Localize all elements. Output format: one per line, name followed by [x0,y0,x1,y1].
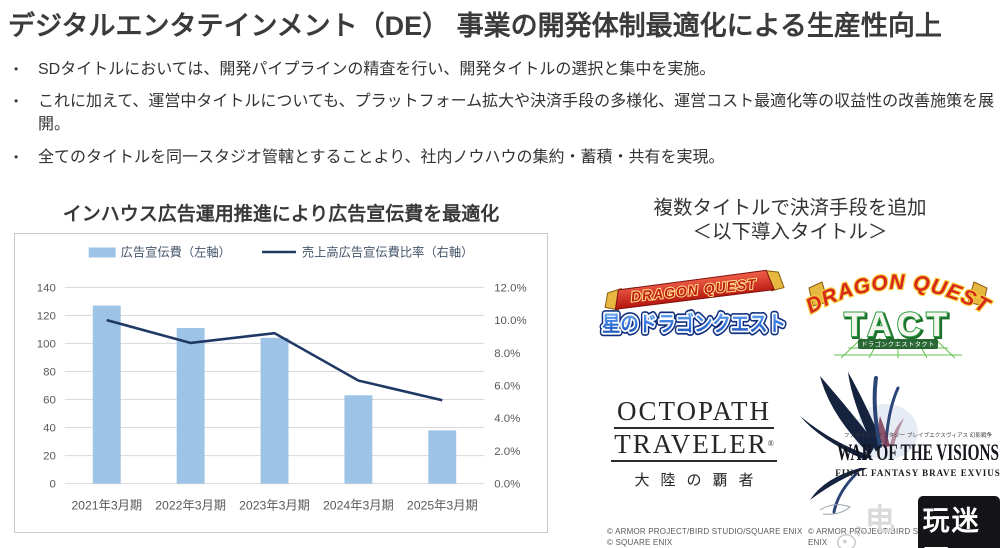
chart-container: 0 20 40 60 80 100 120 140 0.0% 2.0% 4.0% 6.0% 8.0% 10… [14,233,548,533]
bar-1 [176,328,205,484]
wotv-subtitle: FINAL FANTASY BRAVE EXVIUS [835,468,1000,478]
svg-text:12.0%: 12.0% [494,282,526,294]
svg-text:6.0%: 6.0% [494,380,520,392]
hoshi-dragon-quest-logo: DRAGON QUEST 星のドラゴンクエスト 星のドラゴンクエスト 星のドラゴ… [598,268,790,344]
traveler-text: TRAVELER [614,429,768,460]
tact-subtitle: ドラゴンクエストタクト [861,341,935,349]
svg-text:2023年3月期: 2023年3月期 [239,499,310,513]
svg-text:売上高広告宣伝費比率（右軸）: 売上高広告宣伝費比率（右軸） [302,244,473,259]
left-axis-labels: 0 20 40 60 80 100 120 140 [37,282,56,490]
slide-title: デジタルエンタテインメント（DE） 事業の開発体制最適化による生産性向上 [8,11,942,41]
bullet-item: • 全てのタイトルを同一スタジオ管轄とすることより、社内ノウハウの集約・蓄積・共… [14,146,996,169]
tact-ribbon-end-left [808,281,829,307]
hoshi-dq-title-white: 星のドラゴンクエスト [602,312,786,336]
hoshi-dragon-quest-logo-art: DRAGON QUEST 星のドラゴンクエスト 星のドラゴンクエスト 星のドラゴ… [599,269,790,340]
bullet-list: • SDタイトルにおいては、開発パイプラインの精査を行い、開発タイトルの選択と集… [14,58,996,178]
hoshi-dq-title: 星のドラゴンクエスト 星のドラゴンクエスト 星のドラゴンクエスト [599,309,790,340]
svg-text:2022年3月期: 2022年3月期 [155,499,226,513]
chart-legend: 広告宣伝費（左軸） 売上高広告宣伝費比率（右軸） [88,244,473,259]
legend-bar-swatch [88,247,116,258]
dq-ribbon-icon: DRAGON QUEST [604,269,785,311]
wotv-small-title: ファイナルファンタジー ブレイブエクスヴィアス 幻影戦争 [844,431,993,439]
combo-chart-svg: 0 20 40 60 80 100 120 140 0.0% 2.0% 4.0% 6.0% 8.0% 10… [37,244,527,513]
bullet-text: 全てのタイトルを同一スタジオ管轄とすることより、社内ノウハウの集約・蓄積・共有を… [38,148,725,166]
svg-text:4.0%: 4.0% [494,413,520,425]
payments-header: 複数タイトルで決済手段を追加 ＜以下導入タイトル＞ [580,196,1000,245]
bullet-text: これに加えて、運営中タイトルについても、プラットフォーム拡大や決済手段の多様化、… [38,93,995,134]
svg-text:0.0%: 0.0% [494,479,520,491]
copyright-line: © ARMOR PROJECT/BIRD STUDIO/SQUARE ENIX [808,527,982,547]
bullet-icon: • [14,62,19,76]
bullet-item: • これに加えて、運営中タイトルについても、プラットフォーム拡大や決済手段の多様… [14,90,996,136]
svg-text:140: 140 [37,282,56,294]
wotv-logo-art: ファイナルファンタジー ブレイブエクスヴィアス 幻影戦争 WAR OF THE … [800,372,1000,515]
ratio-line [106,318,443,402]
watermark: 电玩 玩迷网 [834,495,1000,548]
bullet-icon: • [14,149,19,164]
tact-title: TACT [844,306,952,344]
svg-text:広告宣伝費（左軸）: 広告宣伝費（左軸） [121,244,231,259]
watermark-box-text: 玩迷网 [917,496,1000,548]
copyright-block-right: © ARMOR PROJECT/BIRD STUDIO/SQUARE ENIX … [808,527,1000,548]
svg-text:2021年3月期: 2021年3月期 [71,499,142,513]
svg-text:2.0%: 2.0% [494,446,520,458]
svg-text:80: 80 [43,366,56,378]
hoshi-dq-title-fill: 星のドラゴンクエスト [602,312,786,336]
svg-text:8.0%: 8.0% [494,348,520,360]
bullet-item: • SDタイトルにおいては、開発パイプラインの精査を行い、開発タイトルの選択と集… [14,58,996,81]
bullet-text: SDタイトルにおいては、開発パイプラインの精査を行い、開発タイトルの選択と集中を… [38,61,716,78]
bar-4 [428,430,457,484]
svg-text:40: 40 [43,423,56,435]
svg-text:2024年3月期: 2024年3月期 [323,499,394,513]
bar-3 [344,395,373,484]
payments-header-line1: 複数タイトルで決済手段を追加 [653,197,927,219]
svg-text:0: 0 [49,479,55,491]
wotv-splash-art-icon [800,372,918,515]
right-axis-labels: 0.0% 2.0% 4.0% 6.0% 8.0% 10.0% 12.0% [494,282,526,490]
wotv-title: WAR OF THE VISIONS [837,440,999,465]
chart-title: インハウス広告運用推進により広告宣伝費を最適化 [62,204,500,225]
registered-mark-icon: ® [767,439,774,449]
svg-text:2025年3月期: 2025年3月期 [407,499,478,513]
octopath-traveler-logo: OCTOPATH TRAVELER® 大陸の覇者 [604,396,784,490]
copyright-block-left: © ARMOR PROJECT/BIRD STUDIO/SQUARE ENIX … [607,527,803,548]
copyright-line: © SQUARE ENIX [607,537,673,547]
traveler-word: TRAVELER® [611,429,777,463]
war-of-the-visions-logo: ファイナルファンタジー ブレイブエクスヴィアス 幻影戦争 WAR OF THE … [790,360,1000,526]
weibo-icon [836,525,864,548]
dragon-quest-tact-logo: DRAGON QUEST TACT TACT ドラゴンクエストタクト [801,261,995,360]
svg-text:20: 20 [43,451,56,463]
svg-text:60: 60 [43,394,56,406]
dragon-quest-tact-logo-art: DRAGON QUEST TACT TACT ドラゴンクエストタクト [801,270,995,359]
hoshi-dq-title-outline: 星のドラゴンクエスト [602,312,786,336]
bar-0 [92,305,121,484]
x-axis-labels: 2021年3月期 2022年3月期 2023年3月期 2024年3月期 2025年3月期 [71,499,477,513]
bullet-icon: • [14,94,19,109]
svg-text:120: 120 [37,310,56,322]
copyright-line: © ARMOR PROJECT/BIRD STUDIO/SQUARE ENIX [607,527,803,536]
bar-2 [260,337,289,484]
watermark-faint-text: 电玩 [864,503,896,548]
octopath-subtitle: 大陸の覇者 [634,473,765,490]
tact-ribbon-end-right [967,281,988,307]
octopath-word: OCTOPATH [613,396,775,430]
payments-header-line2: ＜以下導入タイトル＞ [692,221,888,244]
tact-subtitle-banner [858,339,938,349]
svg-text:100: 100 [37,338,56,350]
svg-text:10.0%: 10.0% [494,315,526,327]
